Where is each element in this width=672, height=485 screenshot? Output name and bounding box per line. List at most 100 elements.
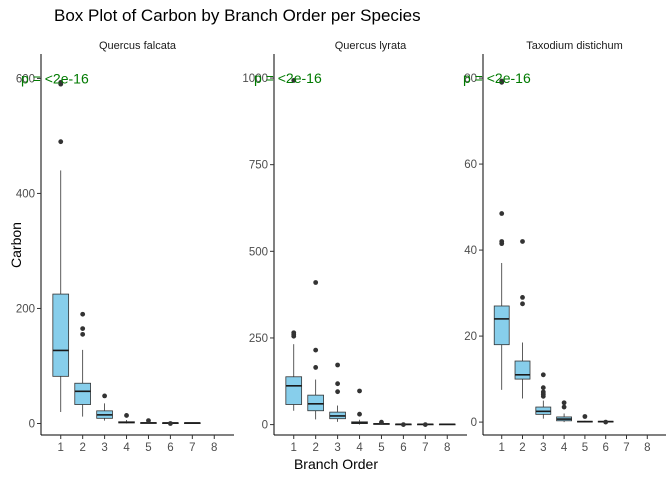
outlier-point	[520, 239, 525, 244]
box-5	[577, 414, 593, 423]
y-tick-label: 0	[29, 418, 35, 430]
chart-title: Box Plot of Carbon by Branch Order per S…	[54, 6, 421, 25]
outlier-point	[422, 422, 428, 428]
x-tick-label: 1	[58, 442, 64, 454]
outlier-point	[520, 294, 525, 300]
box-body	[74, 382, 91, 405]
facet-panel: Quercus falcata 0 200 400 600 1 2 3 4 5 6 7 8 p = <2e…	[16, 40, 234, 454]
outlier-point	[58, 80, 64, 85]
box-body	[52, 293, 70, 377]
x-tick-label: 2	[312, 442, 318, 454]
x-tick-label: 3	[540, 442, 546, 454]
outlier-point	[80, 326, 86, 331]
box-5	[140, 418, 157, 424]
outlier-point	[146, 418, 151, 424]
x-tick-label: 5	[378, 442, 384, 454]
y-tick-label: 750	[249, 160, 268, 172]
outlier-point	[540, 385, 546, 391]
y-tick-label: 20	[464, 331, 477, 343]
outlier-point	[313, 365, 319, 370]
box-8	[438, 423, 456, 426]
outlier-point	[335, 362, 341, 368]
outlier-point	[102, 393, 108, 399]
x-tick-label: 1	[499, 442, 505, 454]
y-tick-label: 0	[262, 420, 268, 432]
x-tick-label: 4	[123, 442, 130, 454]
outlier-point	[335, 381, 341, 387]
outlier-point	[540, 372, 546, 378]
box-2	[514, 239, 531, 399]
outlier-point	[499, 211, 505, 216]
outlier-point	[80, 311, 86, 317]
box-1	[493, 78, 510, 390]
outlier-point	[124, 413, 129, 418]
outlier-point	[379, 419, 384, 425]
outlier-point	[499, 78, 505, 84]
y-tick-label: 200	[16, 303, 35, 315]
outlier-point	[291, 330, 297, 336]
box-body	[514, 360, 531, 380]
x-tick-label: 2	[519, 442, 525, 454]
outlier-point	[291, 78, 297, 83]
x-tick-label: 2	[79, 442, 85, 454]
outlier-point	[603, 419, 609, 425]
x-tick-label: 1	[291, 442, 297, 454]
box-2	[307, 280, 324, 420]
facet-panel: Taxodium distichum 0 20 40 60 80 1 2 3 4 5 6 7 8 p = <…	[463, 40, 666, 454]
x-tick-label: 5	[582, 442, 588, 454]
y-tick-label: 40	[464, 245, 477, 257]
x-axis-label: Branch Order	[293, 456, 379, 472]
outlier-point	[335, 389, 341, 395]
x-tick-label: 3	[334, 442, 340, 454]
x-tick-label: 4	[561, 442, 568, 454]
facet-strip-label: Taxodium distichum	[526, 40, 623, 52]
box-4	[118, 413, 135, 424]
box-2	[74, 311, 91, 417]
x-tick-label: 5	[145, 442, 151, 454]
x-tick-label: 6	[400, 442, 406, 454]
outlier-point	[561, 400, 567, 406]
outlier-point	[167, 421, 173, 426]
outlier-point	[400, 422, 406, 428]
box-body	[493, 305, 510, 346]
box-6	[162, 421, 179, 426]
box-4	[556, 400, 572, 423]
y-tick-label: 250	[249, 333, 268, 345]
outlier-point	[58, 139, 64, 145]
y-tick-label: 1000	[242, 73, 268, 85]
box-4	[351, 388, 368, 425]
box-3	[329, 362, 346, 422]
facet-strip-label: Quercus falcata	[99, 40, 177, 52]
y-tick-label: 0	[471, 417, 477, 429]
y-tick-label: 60	[464, 159, 477, 171]
x-tick-label: 8	[644, 442, 650, 454]
y-tick-label: 400	[16, 188, 35, 200]
outlier-point	[582, 414, 588, 419]
p-value-annotation: p = <2e-16	[21, 70, 89, 86]
x-tick-label: 7	[623, 442, 629, 454]
box-7	[417, 422, 434, 428]
outlier-point	[313, 347, 319, 353]
box-6	[395, 422, 412, 428]
facet-strip-label: Quercus lyrata	[335, 40, 407, 52]
x-tick-label: 3	[101, 442, 107, 454]
y-tick-label: 600	[16, 73, 35, 85]
outlier-point	[499, 239, 505, 244]
x-tick-label: 4	[356, 442, 363, 454]
facet-panel: Quercus lyrata 0 250 500 750 1000 1 2 3 4 5 6 7 8 p = …	[242, 40, 467, 454]
outlier-point	[540, 389, 546, 395]
y-axis-label: Carbon	[8, 222, 24, 268]
x-tick-label: 7	[189, 442, 195, 454]
box-body	[285, 376, 303, 405]
x-tick-label: 7	[422, 442, 428, 454]
box-body	[307, 394, 324, 412]
box-1	[285, 78, 303, 411]
p-value-annotation: p = <2e-16	[254, 70, 322, 86]
box-1	[52, 80, 70, 412]
box-3	[96, 393, 113, 421]
outlier-point	[357, 388, 362, 394]
x-tick-label: 6	[602, 442, 608, 454]
y-tick-label: 500	[249, 246, 268, 258]
x-tick-label: 6	[167, 442, 173, 454]
